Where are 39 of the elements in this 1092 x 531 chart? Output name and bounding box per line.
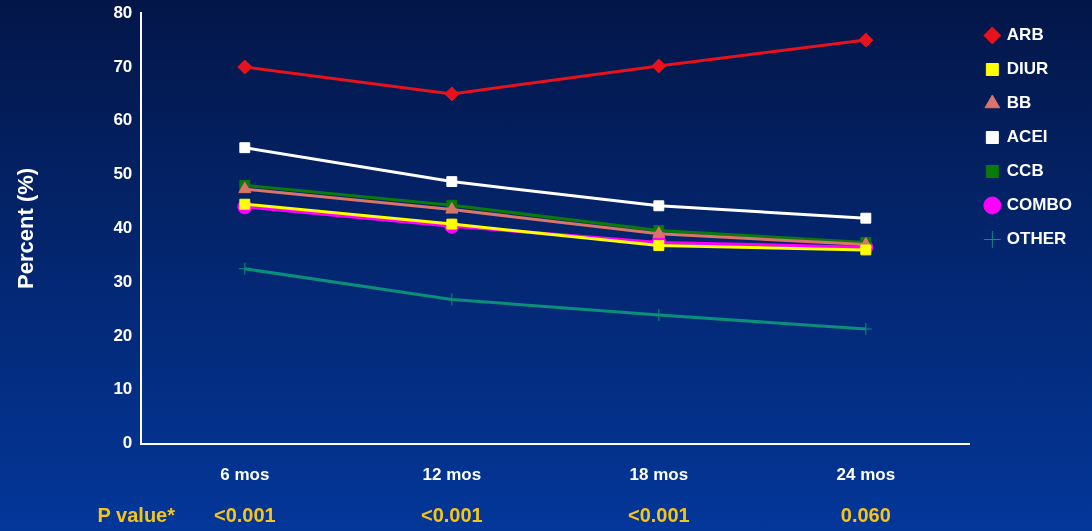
y-tick-label: 10 xyxy=(113,379,133,399)
text: 0.060 xyxy=(840,504,891,527)
point xyxy=(239,198,251,210)
point xyxy=(858,32,874,48)
y-tick-label: 70 xyxy=(113,56,133,76)
y-tick-label: 0 xyxy=(122,433,133,453)
y-tick-label: 60 xyxy=(113,110,133,130)
legend-label: ACEI xyxy=(1006,127,1048,147)
point xyxy=(239,142,251,154)
legend-label: DIUR xyxy=(1006,59,1049,79)
y-tick-label: 40 xyxy=(113,218,133,238)
text: <0.001 xyxy=(627,504,690,527)
legend-label: COMBO xyxy=(1006,195,1073,215)
legend-label: BB xyxy=(1006,93,1032,113)
point xyxy=(238,262,252,276)
text: <0.001 xyxy=(420,504,483,527)
y-axis-title: Percent (%) xyxy=(13,167,39,289)
y-tick-label: 20 xyxy=(113,325,133,345)
x-tick-label: 12 mos xyxy=(422,465,482,485)
x-tick-label: 6 mos xyxy=(220,465,270,485)
point xyxy=(653,200,665,212)
y-tick-label: 50 xyxy=(113,164,133,184)
x-tick-label: 18 mos xyxy=(629,465,689,485)
y-tick-label: 80 xyxy=(113,2,133,22)
x-tick-label: 24 mos xyxy=(836,465,896,485)
text: <0.001 xyxy=(213,504,276,527)
legend-label: CCB xyxy=(1006,161,1044,181)
text: P value* xyxy=(97,504,176,527)
point xyxy=(653,240,665,252)
point xyxy=(237,59,253,75)
point xyxy=(446,218,458,230)
point xyxy=(860,212,872,224)
point xyxy=(446,176,458,188)
point xyxy=(651,58,667,74)
point xyxy=(444,86,460,102)
legend-label: ARB xyxy=(1006,25,1044,45)
y-tick-label: 30 xyxy=(113,271,133,291)
legend-label: OTHER xyxy=(1006,229,1067,249)
point xyxy=(860,244,872,256)
